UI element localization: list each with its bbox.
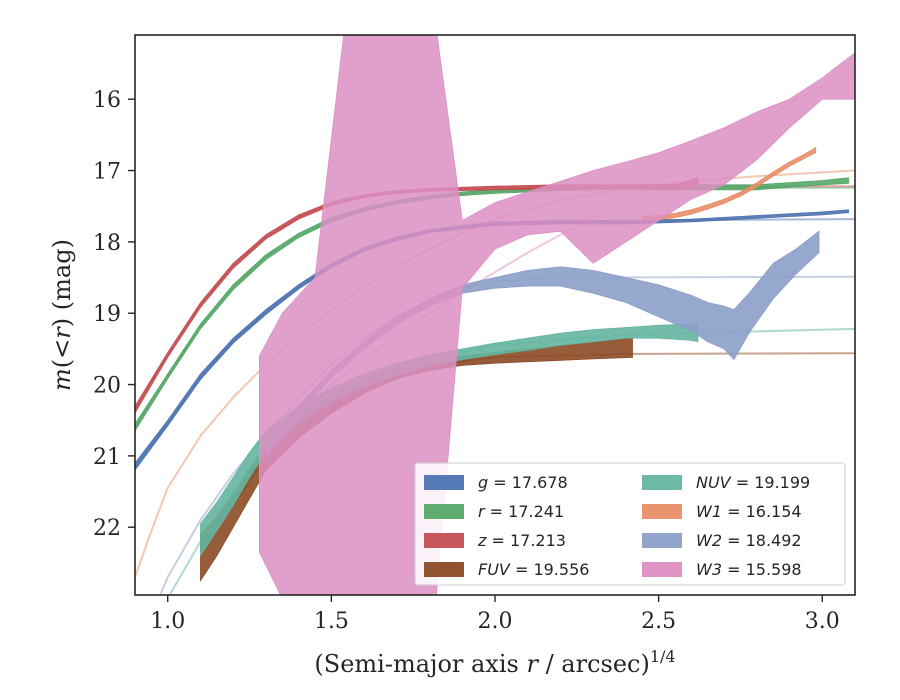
x-tick-label: 2.0 — [478, 609, 513, 634]
band-w2 — [265, 230, 820, 461]
x-tick-label: 3.0 — [805, 609, 840, 634]
legend-label-r: r = 17.241 — [478, 502, 564, 521]
legend-label-w2: W2 = 18.492 — [696, 531, 802, 550]
legend-swatch-g — [424, 475, 464, 490]
legend-swatch-r — [424, 504, 464, 519]
y-tick-label: 19 — [93, 302, 121, 327]
y-tick-label: 20 — [93, 374, 121, 399]
legend-swatch-fuv — [424, 562, 464, 577]
legend-label-z: z = 17.213 — [477, 531, 566, 550]
legend-swatch-w3 — [642, 562, 682, 577]
y-tick-label: 16 — [93, 88, 121, 113]
legend-swatch-w1 — [642, 504, 682, 519]
legend-swatch-z — [424, 533, 464, 548]
y-tick-label: 17 — [93, 160, 121, 185]
y-axis-label: m(<r) (mag) — [48, 239, 76, 391]
y-tick-label: 21 — [93, 445, 121, 470]
legend-label-nuv: NUV = 19.199 — [696, 473, 810, 492]
band-w3 — [259, 35, 855, 595]
band-w1 — [641, 147, 817, 221]
legend-swatch-nuv — [642, 475, 682, 490]
legend-label-w3: W3 = 15.598 — [696, 560, 802, 579]
legend-label-g: g = 17.678 — [478, 473, 568, 492]
data-layer — [135, 35, 855, 595]
x-tick-label: 2.5 — [641, 609, 676, 634]
y-tick-label: 22 — [93, 516, 121, 541]
x-axis-label: (Semi-major axis r / arcsec)1/4 — [314, 647, 675, 678]
legend-box — [414, 462, 846, 586]
x-tick-label: 1.0 — [150, 609, 185, 634]
legend: g = 17.678 r = 17.241 z = 17.213 FUV = 19.5… — [414, 462, 846, 586]
legend-swatch-w2 — [642, 533, 682, 548]
legend-label-fuv: FUV = 19.556 — [478, 560, 589, 579]
ticks-layer: 1.0 1.5 2.0 2.5 3.0 16 17 18 19 20 21 22 — [93, 88, 840, 634]
y-tick-label: 18 — [93, 231, 121, 256]
x-tick-label: 1.5 — [314, 609, 349, 634]
legend-label-w1: W1 = 16.154 — [696, 502, 802, 521]
